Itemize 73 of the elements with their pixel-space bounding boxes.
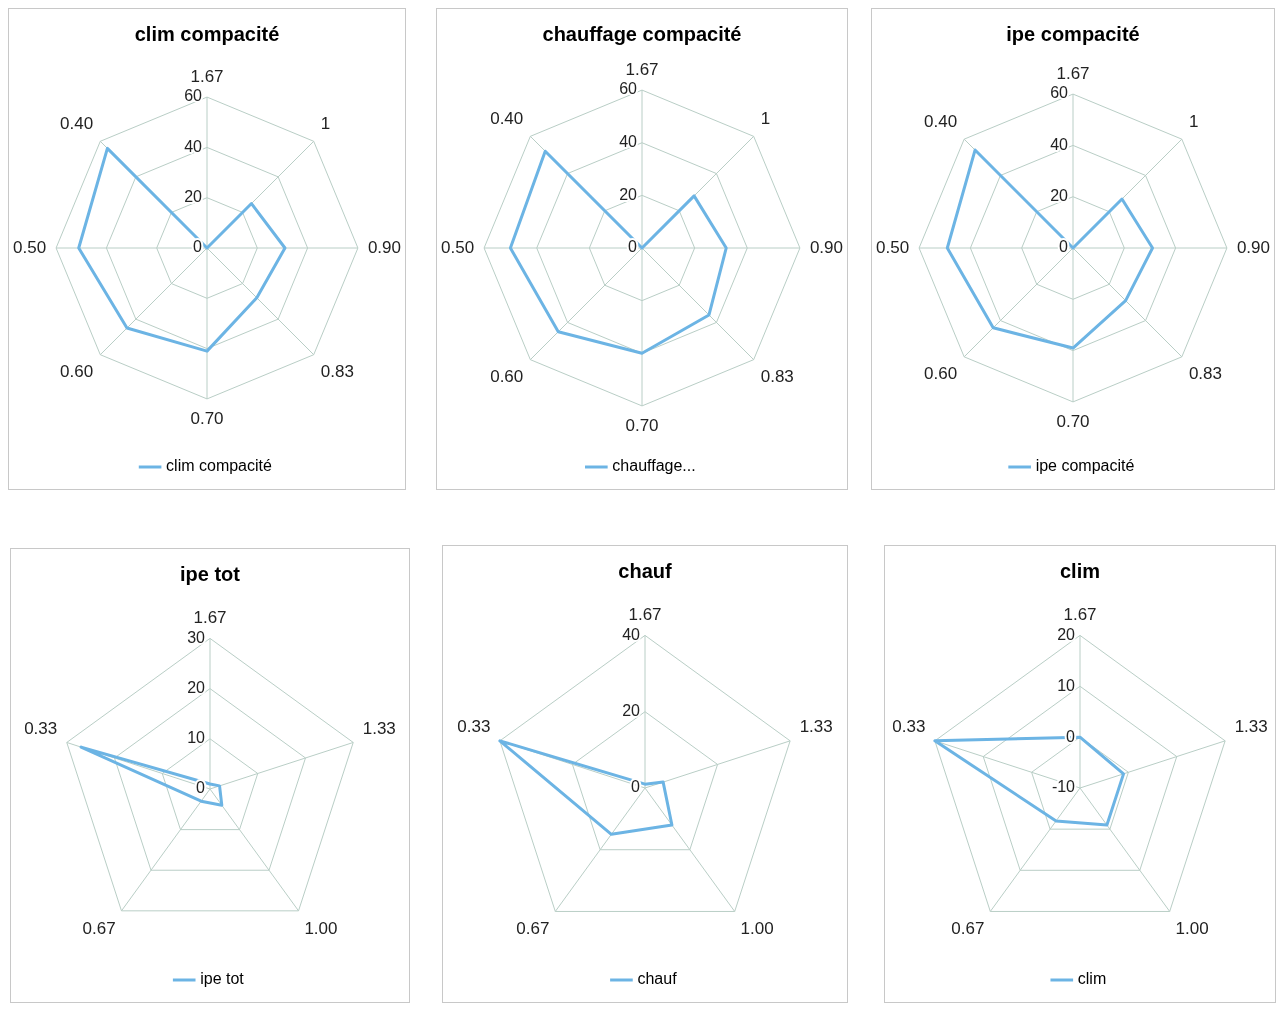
chart-title: clim xyxy=(1059,559,1101,582)
spoke-label: 1.67 xyxy=(190,66,224,86)
spoke-label: 0.60 xyxy=(924,363,958,383)
spoke-label: 0.50 xyxy=(875,237,910,257)
spoke-label: 0.40 xyxy=(60,113,94,133)
spoke-label: 1.33 xyxy=(1234,717,1268,737)
y-tick-label: 30 xyxy=(187,628,206,646)
legend-label: chauffage... xyxy=(612,457,696,475)
chart-title: clim compacité xyxy=(134,22,280,45)
y-tick-label: 0 xyxy=(193,238,203,256)
spoke-label: 1.67 xyxy=(628,604,662,624)
spoke-label: 0.33 xyxy=(24,718,58,738)
spoke-label: 1.67 xyxy=(193,607,227,627)
spoke-label: 0.33 xyxy=(457,717,491,737)
legend-label: clim compacité xyxy=(166,457,272,475)
y-tick-label: 40 xyxy=(622,625,641,643)
y-tick-label: 10 xyxy=(1057,676,1076,694)
chart-title: ipe tot xyxy=(180,562,241,585)
y-tick-label: 60 xyxy=(1050,84,1069,102)
spoke-label: 0.60 xyxy=(490,366,524,386)
y-tick-label: 40 xyxy=(619,133,638,151)
spoke-label: 1 xyxy=(760,108,771,128)
spoke-label: 1.00 xyxy=(740,919,774,939)
y-tick-label: 20 xyxy=(187,679,206,697)
y-tick-label: 20 xyxy=(184,188,203,206)
spoke-label: 0.60 xyxy=(60,361,94,381)
spoke-label: 0.70 xyxy=(625,415,659,435)
y-tick-label: 60 xyxy=(619,80,638,98)
spoke-label: 1.00 xyxy=(304,918,338,938)
spoke-label: 0.83 xyxy=(1188,363,1222,383)
spoke-label: 0.83 xyxy=(760,366,794,386)
spoke-label: 0.67 xyxy=(82,918,116,938)
y-tick-label: 10 xyxy=(187,729,206,747)
spoke-label: 0.70 xyxy=(1056,411,1090,431)
y-tick-label: 0 xyxy=(196,779,206,797)
spoke-label: 0.50 xyxy=(440,237,475,257)
spoke-label: 1.67 xyxy=(625,59,659,79)
spoke-label: 1.00 xyxy=(1175,919,1209,939)
chart-title: chauf xyxy=(618,559,673,582)
spoke-label: 0.83 xyxy=(320,361,354,381)
chart-title: ipe compacité xyxy=(1006,22,1140,45)
spoke-label: 0.40 xyxy=(490,108,524,128)
spoke-label: 0.33 xyxy=(892,717,926,737)
y-tick-label: -10 xyxy=(1051,778,1076,796)
y-tick-label: 20 xyxy=(622,702,641,720)
spoke-label: 1 xyxy=(1188,111,1199,131)
y-tick-label: 0 xyxy=(631,778,641,796)
spoke-label: 1.67 xyxy=(1056,63,1090,83)
spoke-label: 0.50 xyxy=(12,237,47,257)
y-tick-label: 40 xyxy=(1050,135,1069,153)
spoke-label: 1 xyxy=(320,113,331,133)
spoke-label: 0.70 xyxy=(190,408,224,428)
chart-title: chauffage compacité xyxy=(542,22,742,45)
spoke-label: 0.67 xyxy=(951,919,985,939)
spoke-label: 0.40 xyxy=(924,111,958,131)
y-tick-label: 20 xyxy=(1057,625,1076,643)
y-tick-label: 0 xyxy=(628,238,638,256)
y-tick-label: 20 xyxy=(619,185,638,203)
spoke-label: 0.90 xyxy=(809,237,844,257)
spoke-label: 1.67 xyxy=(1063,604,1097,624)
spoke-label: 0.90 xyxy=(1236,237,1271,257)
legend-label: ipe tot xyxy=(200,970,245,988)
spoke-label: 0.90 xyxy=(367,237,402,257)
spoke-label: 1.33 xyxy=(362,718,396,738)
legend-label: ipe compacité xyxy=(1035,457,1135,475)
spoke-label: 1.33 xyxy=(799,717,833,737)
legend-label: chauf xyxy=(637,970,678,988)
spoke-label: 0.67 xyxy=(516,919,550,939)
y-tick-label: 60 xyxy=(184,87,203,105)
legend-label: clim xyxy=(1077,970,1107,988)
y-tick-label: 40 xyxy=(184,137,203,155)
y-tick-label: 20 xyxy=(1050,187,1069,205)
y-tick-label: 0 xyxy=(1059,238,1069,256)
